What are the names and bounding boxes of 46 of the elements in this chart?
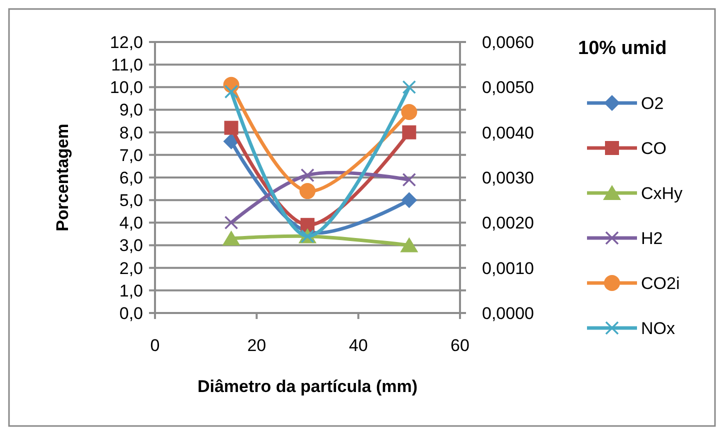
legend-label: O2 [641,94,664,113]
point [224,216,238,230]
point [224,120,238,135]
y-tick-label: 1,0 [119,281,143,300]
text: 10% umid [578,38,667,59]
y2-tick-label: 0,0000 [482,304,534,323]
point [222,230,240,246]
point [300,183,316,200]
y-tick-label: 12,0 [110,32,143,52]
y-tick-label: 11,0 [111,56,143,75]
y2-tick-label: 0,0040 [482,123,534,142]
x-tick-label: 0 [150,336,160,355]
y-tick-label: 0,0 [119,304,143,323]
y-tick-label: 8,0 [119,123,143,142]
y2-tick-label: 0,0060 [482,32,534,52]
legend-label: CO2i [641,274,680,293]
x-axis-title: Diâmetro da partícula (mm) [197,377,418,396]
y-tick-label: 10,0 [110,78,143,98]
legend-label: NOx [641,318,676,338]
x-tick-label: 60 [450,336,470,355]
legend-label: CxHy [641,184,684,203]
y2-tick-label: 0,0020 [482,214,534,233]
y-axis-title: Porcentagem [53,124,72,232]
y2-tick-label: 0,0050 [482,78,534,98]
point [300,218,314,232]
point [402,172,416,187]
legend-label: H2 [641,228,663,248]
y-tick-label: 9,0 [119,100,143,120]
point [400,237,418,252]
point [300,168,314,182]
x-tick-label: 20 [247,336,266,355]
point [401,104,418,120]
y2-tick-label: 0,0010 [482,258,534,278]
x-tick-label: 40 [348,336,368,355]
y-tick-label: 6,0 [119,168,143,188]
point [402,80,416,94]
point [401,192,418,208]
y-tick-label: 3,0 [119,236,143,256]
point [402,125,416,140]
y-tick-label: 5,0 [119,191,143,210]
y-tick-label: 4,0 [119,214,143,233]
legend-label: CO [641,138,666,158]
y-tick-label: 2,0 [119,258,143,278]
point [224,84,238,99]
y2-tick-label: 0,0030 [482,168,534,188]
y-tick-label: 7,0 [119,146,143,165]
